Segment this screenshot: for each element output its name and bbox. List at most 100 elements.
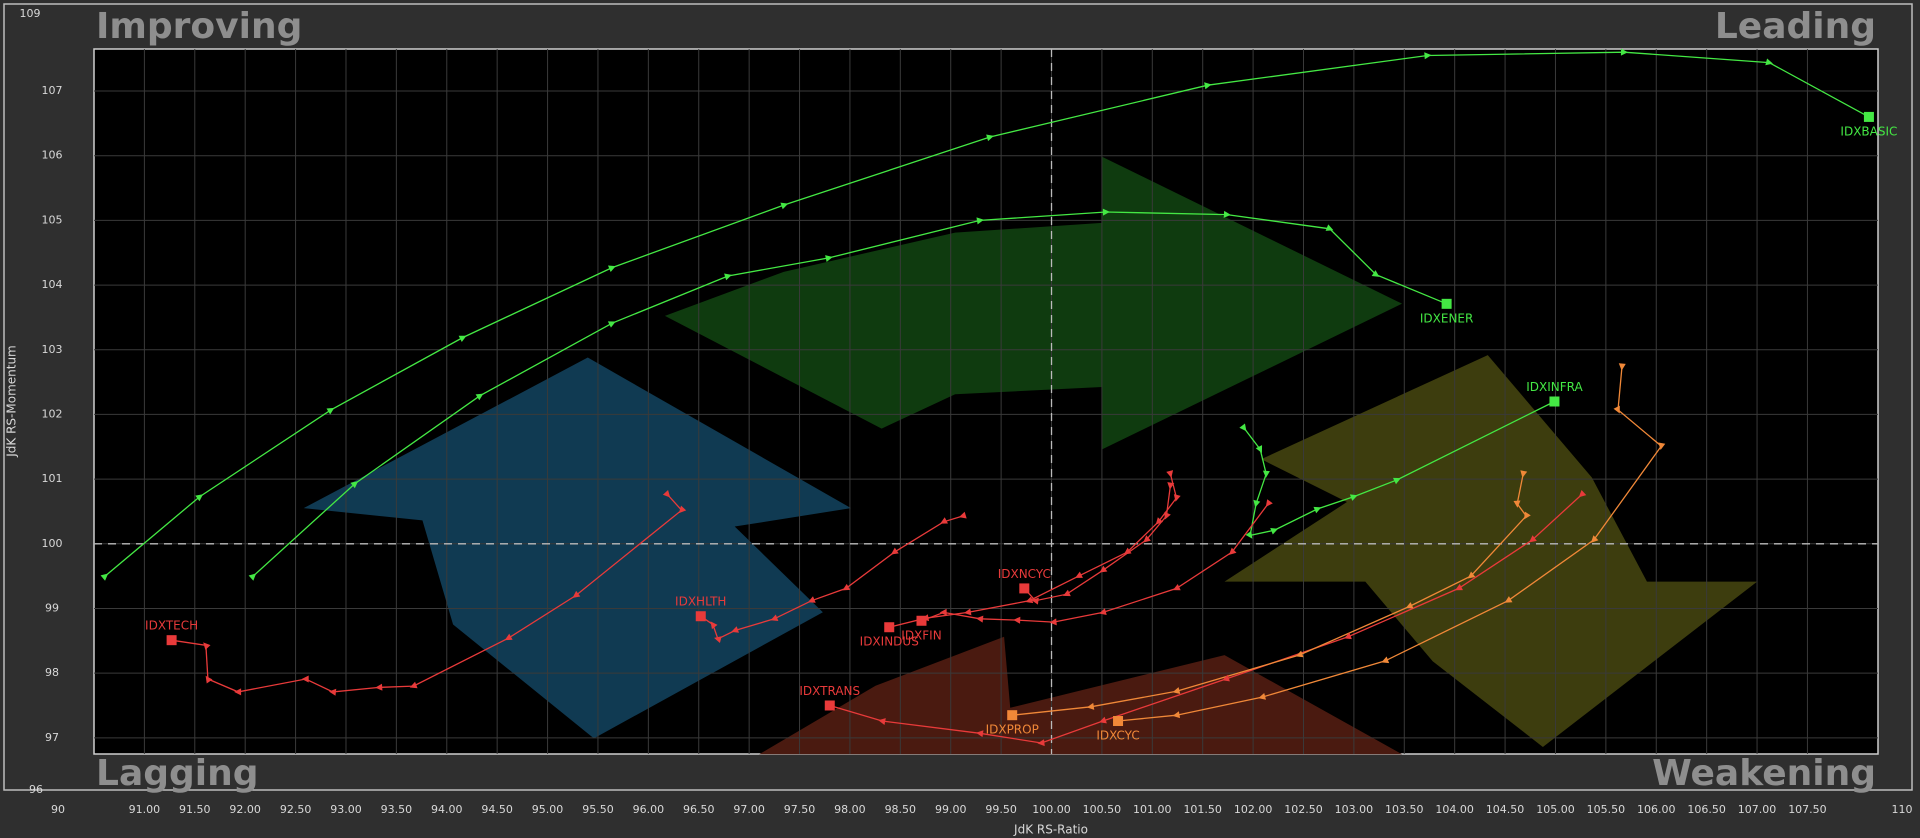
trail-head [1441, 298, 1452, 309]
trail-point [301, 675, 309, 683]
trail-point [1075, 571, 1083, 578]
trail-point [1086, 702, 1095, 710]
y-break-label: 109 [20, 7, 41, 20]
x-tick-label: 105.50 [1587, 803, 1626, 816]
lines-layer [104, 51, 1870, 744]
trail-point [770, 614, 779, 621]
trail-point [1172, 583, 1181, 591]
trail-point [1405, 602, 1414, 609]
trail-point [1123, 547, 1132, 555]
trail-point [1295, 650, 1304, 658]
trail-line [829, 494, 1583, 744]
trail-point [1455, 583, 1463, 591]
series-label: IDXCYC [1096, 729, 1139, 743]
trail-point [842, 583, 851, 591]
trail-point [375, 683, 383, 691]
quadrant-label: Lagging [96, 753, 259, 794]
trail-point [504, 633, 513, 641]
trail-point [890, 547, 899, 555]
y-tick-label: 105 [42, 213, 63, 226]
series-label: IDXINFRA [1526, 380, 1583, 394]
series-label: IDXFIN [901, 628, 941, 642]
trail-point [1102, 208, 1110, 216]
trail-point [963, 608, 972, 616]
x-tick-label: 98.50 [885, 803, 917, 816]
trail-head [166, 635, 177, 646]
grid-layer [94, 49, 1878, 754]
y-tick-label: 107 [42, 84, 63, 97]
quadrant-label: Leading [1715, 6, 1876, 47]
trail-point [1228, 547, 1237, 555]
x-tick-label: 91.50 [179, 803, 211, 816]
trail-point [1099, 608, 1107, 615]
trail-point [1013, 616, 1021, 624]
arrow-weakening-lagging [759, 636, 1403, 755]
trail-point [1099, 565, 1108, 573]
x-tick-label: 103.50 [1385, 803, 1424, 816]
trail-point [195, 494, 204, 502]
trail-point [1239, 423, 1247, 432]
trail-point [958, 511, 967, 519]
trail-line [1243, 400, 1555, 537]
trail-point [1344, 632, 1352, 640]
trail-point [1529, 535, 1537, 543]
y-tick-label: 102 [42, 407, 63, 420]
trail-point [710, 621, 718, 630]
trail-point [1155, 517, 1164, 525]
x-tick-label: 99.50 [985, 803, 1017, 816]
trail-head [884, 622, 895, 633]
trail-point [328, 688, 337, 696]
trail-line [104, 51, 1870, 577]
x-tick-label: 93.50 [381, 803, 413, 816]
trail-point [976, 217, 984, 225]
arrow-lagging-improving [303, 357, 852, 739]
trail-point [724, 273, 732, 281]
trail-point [1173, 494, 1181, 502]
trail-line [171, 494, 683, 693]
trail-point [1172, 687, 1181, 694]
trail-point [1255, 445, 1263, 454]
trail-point [1166, 470, 1174, 478]
trail-point [1392, 477, 1401, 485]
trail-point [1524, 511, 1531, 520]
x-break-label: 90 [51, 803, 65, 816]
trail-point [475, 393, 484, 401]
labels-layer: IDXBASIC IDXENER IDXINFRA IDXTECH IDXHLTH IDX… [145, 124, 1897, 742]
trail-point [205, 675, 213, 684]
trail-point [940, 517, 948, 524]
x-tick-label: 95.00 [532, 803, 564, 816]
trail-point [1099, 716, 1107, 724]
trail-point [1620, 48, 1628, 56]
series-label: IDXPROP [986, 723, 1039, 737]
trail-point [1025, 596, 1034, 604]
trail-point [662, 490, 671, 498]
trail-point [1262, 470, 1270, 478]
trail-point [203, 642, 211, 650]
trail-point [1037, 739, 1045, 747]
x-tick-label: 95.50 [582, 803, 614, 816]
trail-head [1863, 111, 1874, 122]
trail-point [409, 681, 418, 689]
trail-point [1245, 530, 1253, 539]
trail-head [824, 700, 835, 711]
quadrant-label: Improving [96, 6, 302, 47]
trail-point [1658, 442, 1666, 451]
trail-point [1618, 363, 1626, 371]
trail-point [1520, 470, 1528, 478]
trail-point [1253, 499, 1261, 508]
y-tick-label: 101 [42, 472, 63, 485]
rotation-arrows [303, 156, 1758, 755]
trail-head [1007, 710, 1018, 721]
series-label: IDXNCYC [998, 567, 1051, 581]
trail-point [607, 321, 616, 328]
x-tick-label: 102.00 [1234, 803, 1273, 816]
x-tick-label: 91.00 [129, 803, 161, 816]
trail-point [1424, 52, 1432, 60]
trail-point [780, 202, 789, 210]
trail-point [1164, 511, 1171, 520]
y-tick-label: 104 [42, 278, 63, 291]
y-tick-label: 100 [42, 537, 63, 550]
trail-point [1270, 528, 1279, 535]
x-tick-label: 106.50 [1687, 803, 1726, 816]
x-tick-label: 97.00 [733, 803, 765, 816]
